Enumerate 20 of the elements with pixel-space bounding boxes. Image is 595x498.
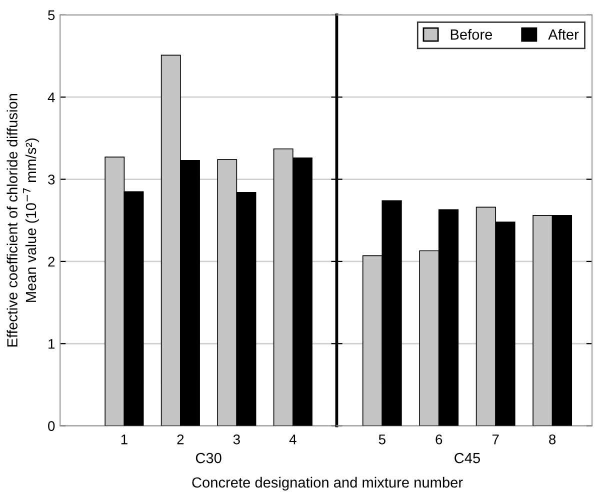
x-tick-label: 8 [549, 434, 556, 444]
legend-label: After [548, 29, 579, 40]
x-tick-label: 7 [492, 434, 499, 444]
y-tick-label: 3 [48, 174, 55, 184]
x-tick-label: 3 [233, 434, 240, 444]
x-tick-label: 2 [177, 434, 184, 444]
y-tick-label: 0 [48, 421, 55, 431]
y-tick-label: 4 [48, 92, 55, 102]
legend-label: Before [450, 29, 492, 40]
x-tick-label: 6 [436, 434, 442, 444]
x-axis-title: Concrete designation and mixture number [192, 476, 463, 491]
y-tick-label: 1 [48, 339, 55, 349]
y-tick-label: 5 [48, 10, 55, 20]
x-tick-label: 1 [121, 434, 128, 444]
text: C45 [454, 452, 480, 464]
text: C30 [196, 452, 222, 464]
y-axis-title: Effective coefficient of chloride diffusion Mean value (10$^{−7}$ mm/s²) [6, 94, 40, 346]
y-tick-label: 2 [48, 256, 55, 266]
x-tick-label: 5 [378, 434, 386, 444]
x-tick-label: 4 [289, 434, 296, 444]
